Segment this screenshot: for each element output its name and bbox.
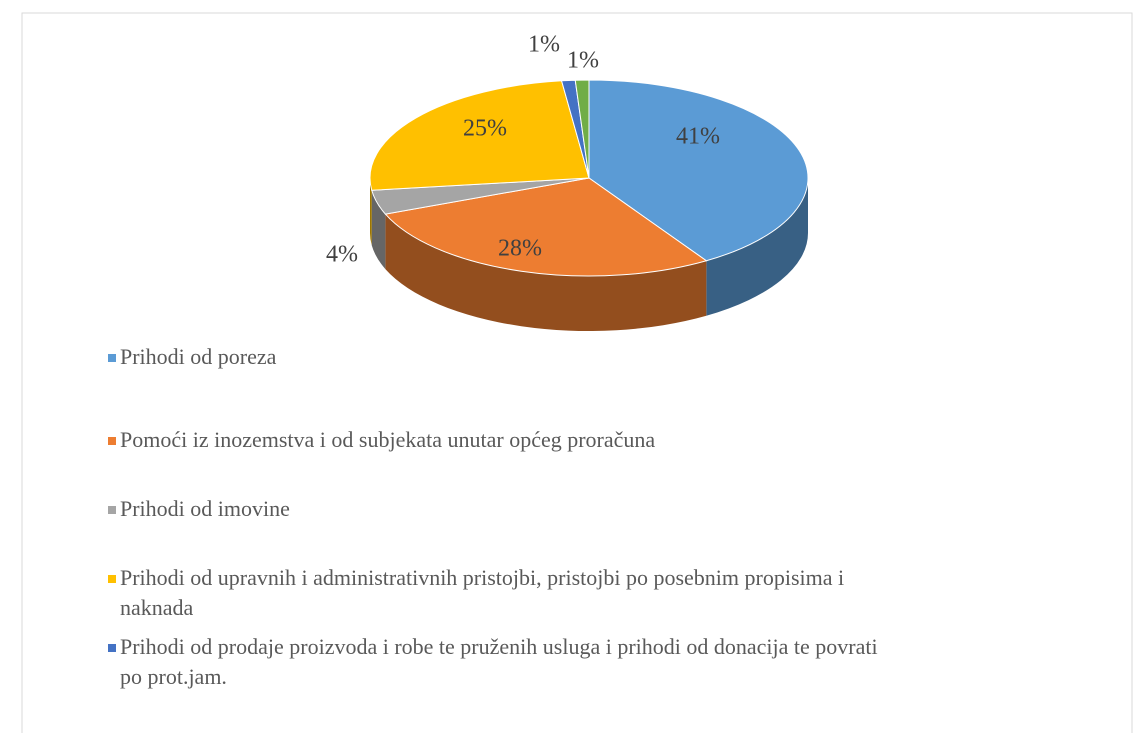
legend-item: Prihodi od prodaje proizvoda i robe te p… xyxy=(104,632,900,692)
legend-item: Prihodi od imovine xyxy=(104,494,900,524)
pie-side xyxy=(385,214,707,332)
legend-label: Prihodi od imovine xyxy=(120,496,290,521)
legend-swatch xyxy=(108,354,116,362)
frame xyxy=(21,12,1133,733)
pie-slice xyxy=(574,79,590,179)
legend-swatch xyxy=(108,644,116,652)
legend-item: Prihodi od poreza xyxy=(104,342,900,372)
pie-slice xyxy=(384,177,708,277)
pie-side xyxy=(706,178,808,316)
data-label: 1% xyxy=(528,32,560,58)
legend-label: Pomoći iz inozemstva i od subjekata unut… xyxy=(120,427,656,452)
legend-item: Prihodi od upravnih i administrativnih p… xyxy=(104,563,900,623)
data-label: 4% xyxy=(326,242,358,268)
legend-swatch xyxy=(108,506,116,514)
pie-side xyxy=(369,178,372,246)
legend-item: Pomoći iz inozemstva i od subjekata unut… xyxy=(104,425,900,455)
legend-label: Prihodi od upravnih i administrativnih p… xyxy=(120,565,845,620)
data-label: 41% xyxy=(676,124,720,150)
legend-swatch xyxy=(108,437,116,445)
data-label: 1% xyxy=(567,48,599,74)
data-label: 25% xyxy=(463,116,507,142)
pie-slice xyxy=(588,79,809,262)
legend-swatch xyxy=(108,575,116,583)
legend-label: Prihodi od prodaje proizvoda i robe te p… xyxy=(120,634,878,689)
pie-slice xyxy=(369,80,590,191)
data-label: 28% xyxy=(498,236,542,262)
legend-label: Prihodi od poreza xyxy=(120,344,277,369)
